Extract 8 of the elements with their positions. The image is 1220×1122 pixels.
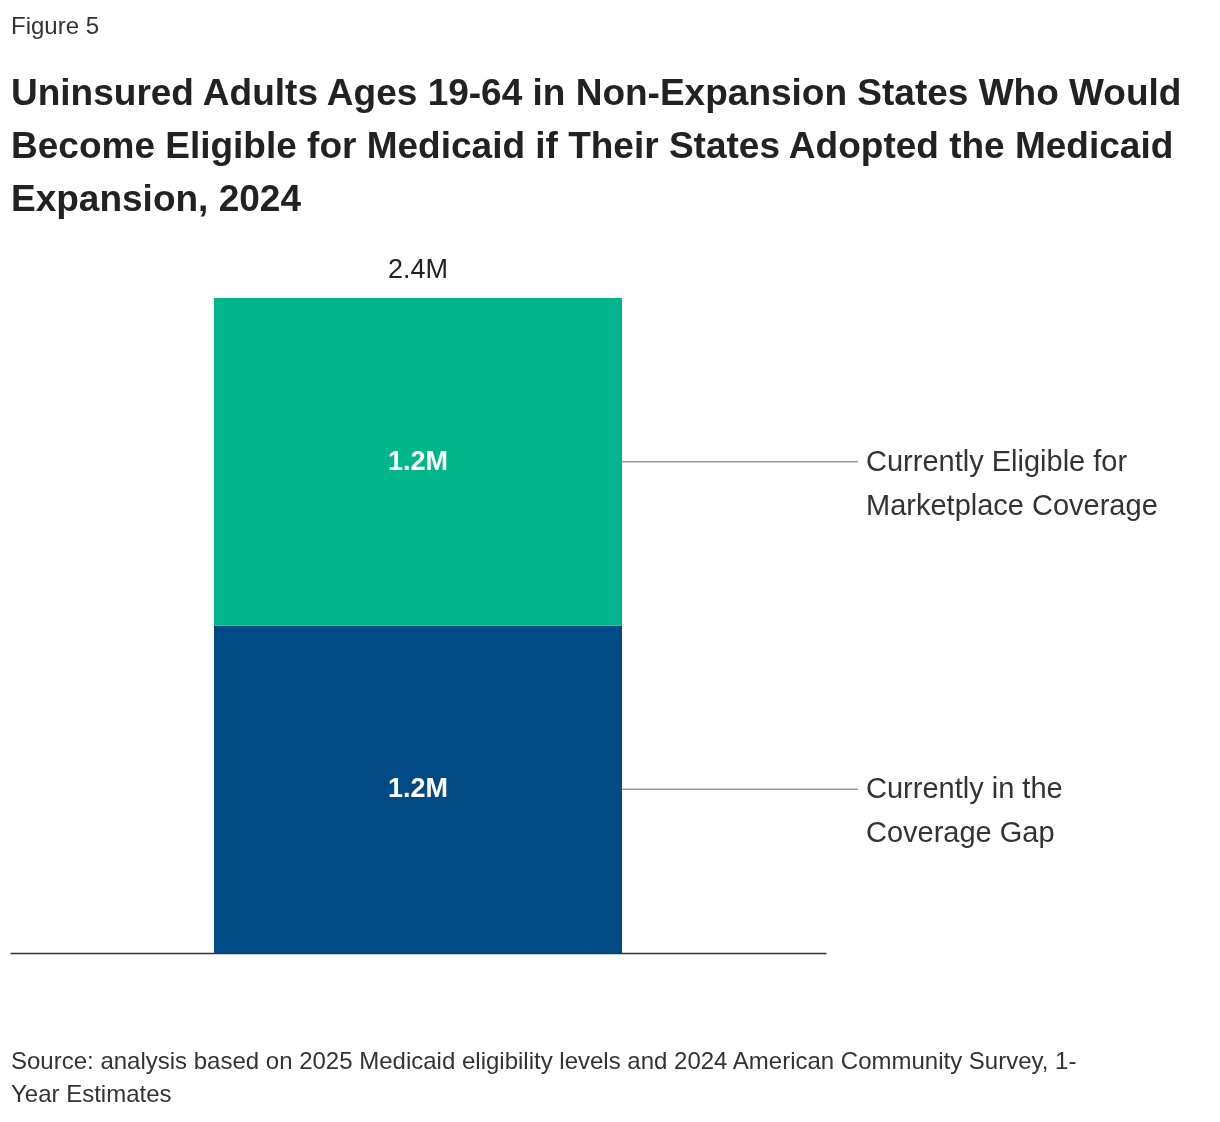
chart-title: Uninsured Adults Ages 19-64 in Non-Expansion States Who Would Become Eligible for Medicaid if Their States Adopted the Medicaid Expansion, 2024: [11, 71, 1183, 221]
total-label: 2.4M: [387, 254, 449, 284]
data-label: 1.2M: [387, 773, 449, 804]
text: Currently in the Coverage Gap: [866, 772, 1063, 849]
source-note: Source: analysis based on 2025 Medicaid eligibility levels and 2024 American Community Survey, 1-Year Estimates: [11, 1046, 1078, 1109]
chart-subtitle: Figure 5: [11, 12, 100, 40]
text: Currently Eligible for Marketplace Coverage: [866, 444, 1158, 521]
data-label: 1.2M: [387, 445, 449, 476]
